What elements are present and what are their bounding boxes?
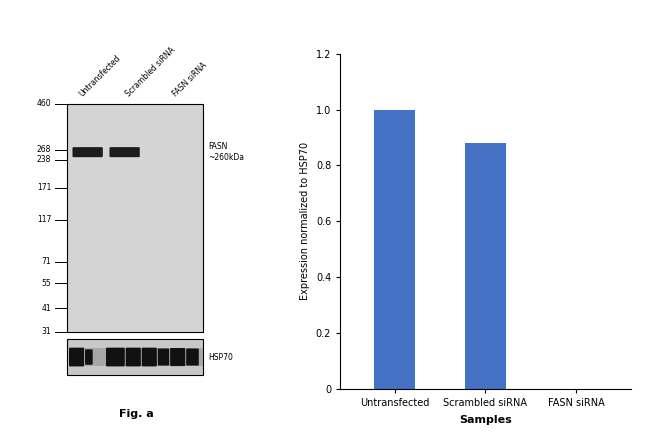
Text: FASN siRNA: FASN siRNA [171,61,209,99]
FancyBboxPatch shape [106,348,125,367]
FancyBboxPatch shape [186,349,199,366]
X-axis label: Samples: Samples [459,415,512,425]
Y-axis label: Expression normalized to HSP70: Expression normalized to HSP70 [300,142,310,300]
Text: 171: 171 [37,183,51,192]
Text: 460: 460 [36,99,51,109]
FancyBboxPatch shape [142,348,157,367]
FancyBboxPatch shape [72,147,103,157]
FancyBboxPatch shape [125,348,141,367]
Bar [68,339,203,375]
Text: 31: 31 [42,327,51,337]
Text: 268: 268 [37,145,51,154]
FancyBboxPatch shape [109,147,140,157]
Text: 71: 71 [42,257,51,266]
Text: HSP70: HSP70 [208,353,233,362]
Bar [68,348,203,366]
FancyBboxPatch shape [85,350,93,365]
Text: FASN
~260kDa: FASN ~260kDa [208,142,244,162]
Text: Scrambled siRNA: Scrambled siRNA [124,46,177,99]
FancyBboxPatch shape [69,348,84,367]
Bar [374,110,415,389]
Bar [465,143,506,389]
Text: 41: 41 [42,304,51,313]
Bar [68,104,203,332]
FancyBboxPatch shape [170,348,185,366]
Text: 117: 117 [37,215,51,224]
FancyBboxPatch shape [158,349,169,366]
Text: 55: 55 [42,279,51,288]
Text: Fig. a: Fig. a [119,409,154,419]
Text: 238: 238 [37,155,51,164]
Text: Untransfected: Untransfected [77,54,122,99]
